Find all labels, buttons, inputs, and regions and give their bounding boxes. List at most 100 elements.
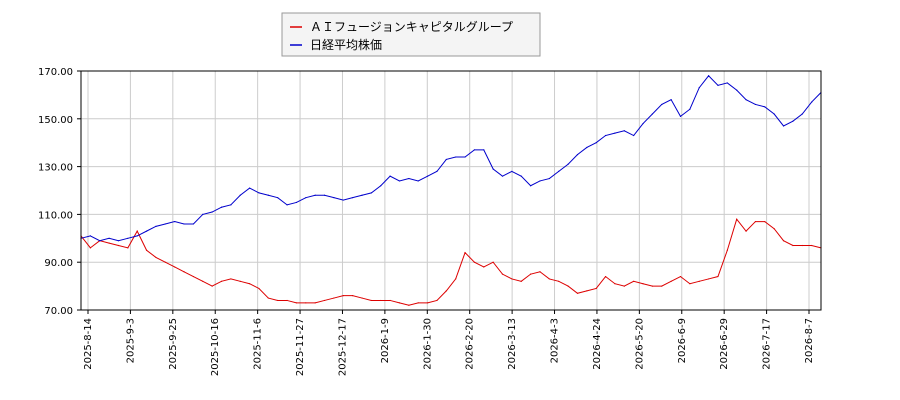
data-point-series-1 [651, 285, 653, 287]
legend-label-series-1: ＡＩフュージョンキャピタルグループ [310, 20, 513, 34]
data-point-series-2 [155, 225, 157, 227]
x-tick-label: 2026-1-30 [422, 318, 433, 370]
data-point-series-2 [277, 197, 279, 199]
data-point-series-1 [145, 249, 148, 251]
data-point-series-1 [567, 285, 569, 287]
data-point-series-2 [230, 204, 232, 206]
data-point-series-2 [370, 192, 372, 194]
data-point-series-2 [164, 223, 166, 225]
x-tick-label: 2026-4-24 [592, 318, 603, 370]
data-point-series-2 [239, 194, 241, 196]
data-point-series-2 [511, 170, 513, 172]
data-point-series-1 [698, 280, 700, 282]
data-point-series-1 [530, 273, 532, 275]
data-point-series-1 [539, 271, 541, 273]
data-point-series-1 [483, 266, 485, 268]
data-point-series-2 [211, 211, 213, 213]
data-point-series-1 [773, 228, 775, 230]
y-tick-label: 150.00 [38, 115, 73, 126]
data-point-series-2 [754, 103, 757, 106]
data-point-series-2 [136, 235, 138, 237]
data-point-series-1 [623, 285, 625, 287]
data-point-series-2 [539, 180, 541, 182]
data-point-series-2 [483, 149, 485, 151]
data-point-series-2 [773, 113, 775, 115]
data-point-series-1 [211, 285, 213, 287]
x-tick-label: 2025-12-17 [337, 318, 348, 376]
data-point-series-1 [436, 299, 438, 302]
data-point-series-1 [464, 252, 466, 254]
y-tick-label: 90.00 [44, 258, 73, 269]
data-point-series-2 [651, 113, 653, 115]
data-point-series-2 [426, 175, 429, 177]
data-point-series-1 [726, 249, 728, 251]
x-tick-label: 2026-7-17 [762, 318, 773, 370]
y-tick-label: 170.00 [38, 67, 73, 78]
data-point-series-1 [520, 280, 522, 282]
data-point-series-2 [249, 187, 251, 189]
data-point-series-1 [323, 299, 326, 302]
data-point-series-2 [464, 156, 466, 158]
data-point-series-2 [117, 240, 120, 242]
data-point-series-2 [323, 194, 326, 196]
data-point-series-1 [717, 275, 719, 278]
data-point-series-1 [548, 278, 550, 280]
data-point-series-2 [530, 185, 532, 187]
data-point-series-1 [117, 244, 120, 247]
data-point-series-1 [745, 230, 747, 232]
x-tick-label: 2026-4-3 [550, 318, 561, 363]
data-point-series-1 [108, 242, 110, 244]
data-point-series-1 [314, 302, 316, 304]
data-point-series-2 [501, 175, 504, 177]
data-point-series-1 [492, 261, 494, 263]
data-point-series-1 [249, 283, 251, 285]
data-point-series-1 [642, 283, 644, 285]
data-point-series-2 [408, 177, 410, 180]
data-point-series-2 [689, 108, 691, 110]
x-tick-label: 2025-8-14 [83, 318, 94, 370]
data-point-series-1 [670, 280, 672, 282]
data-point-series-2 [782, 125, 785, 127]
data-point-series-2 [455, 156, 457, 158]
data-point-series-1 [511, 278, 513, 280]
data-point-series-2 [736, 89, 738, 91]
data-point-series-1 [764, 220, 766, 223]
data-point-series-2 [99, 240, 101, 242]
data-point-series-2 [558, 170, 560, 172]
data-point-series-2 [586, 146, 588, 149]
data-point-series-1 [558, 280, 560, 282]
data-point-series-2 [352, 197, 354, 199]
data-point-series-2 [707, 75, 710, 77]
x-tick-label: 2026-6-29 [719, 318, 730, 370]
data-point-series-2 [361, 194, 363, 196]
data-point-series-2 [576, 154, 579, 156]
data-point-series-2 [792, 120, 794, 122]
legend-label-series-2: 日経平均株価 [310, 37, 382, 52]
data-point-series-1 [633, 280, 635, 282]
data-point-series-2 [436, 170, 438, 172]
data-point-series-2 [548, 177, 550, 180]
data-point-series-1 [792, 244, 794, 247]
series-lines [80, 75, 822, 306]
x-tick-label: 2026-3-13 [507, 318, 518, 370]
data-point-series-2 [520, 175, 522, 177]
data-point-series-1 [754, 220, 757, 223]
data-point-series-2 [417, 180, 419, 182]
data-point-series-1 [586, 290, 588, 292]
data-point-series-2 [286, 204, 288, 206]
data-point-series-2 [267, 194, 269, 196]
data-point-series-2 [89, 235, 91, 237]
data-point-series-2 [811, 101, 813, 103]
x-tick-label: 2025-11-6 [253, 318, 264, 370]
data-point-series-1 [333, 297, 335, 299]
data-point-series-1 [736, 218, 738, 220]
data-point-series-2 [380, 185, 382, 187]
data-point-series-2 [623, 130, 625, 132]
data-point-series-1 [707, 278, 710, 280]
data-point-series-1 [389, 299, 391, 302]
data-point-series-1 [155, 256, 157, 259]
data-point-series-1 [801, 244, 803, 247]
x-tick-label: 2025-9-25 [168, 318, 179, 370]
